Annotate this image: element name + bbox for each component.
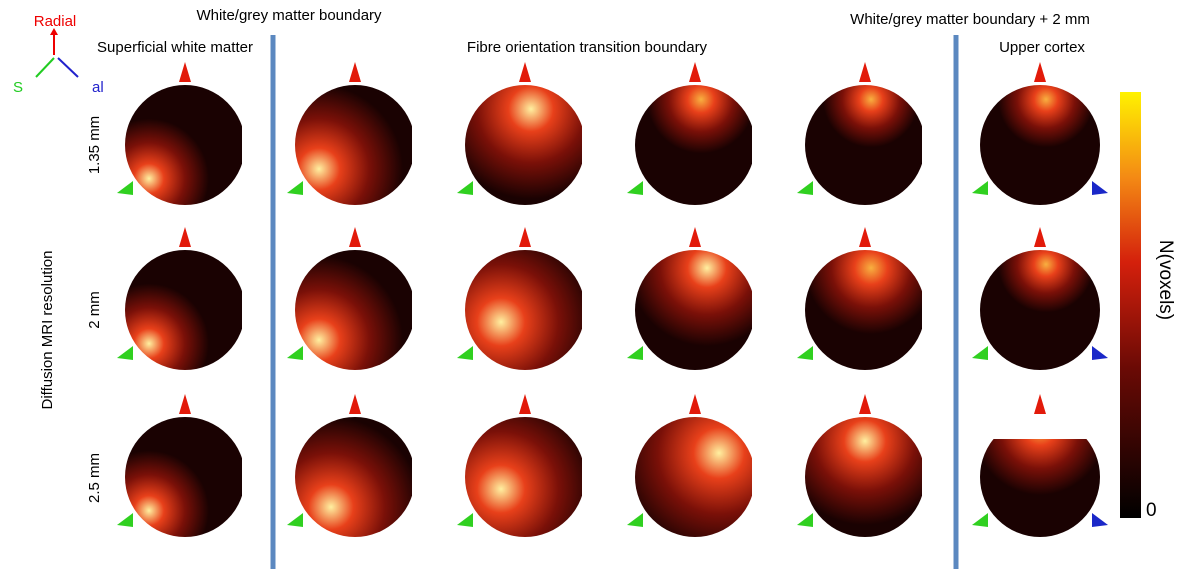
orientation-sphere xyxy=(295,85,415,205)
green-cone xyxy=(287,181,303,195)
green-cone xyxy=(117,346,133,360)
header: White/grey matter boundary xyxy=(196,7,382,24)
orientation-sphere xyxy=(635,417,755,537)
green-cone xyxy=(117,181,133,195)
radial-cone xyxy=(349,62,361,82)
green-cone xyxy=(457,346,473,360)
axis-legend: Radial S al xyxy=(13,13,104,96)
colorbar-title: N(voxels) xyxy=(1155,240,1176,320)
radial-cone xyxy=(349,394,361,414)
radial-cone xyxy=(859,394,871,414)
colorbar-min: 0 xyxy=(1146,500,1157,521)
orientation-sphere xyxy=(125,85,245,205)
orientation-sphere xyxy=(980,250,1100,370)
orientation-sphere xyxy=(980,417,1100,537)
green-cone xyxy=(627,181,643,195)
row-label: 2 mm xyxy=(86,291,103,329)
green-cone xyxy=(797,513,813,527)
radial-cone xyxy=(1034,394,1046,414)
orientation-sphere xyxy=(295,250,415,370)
green-cone xyxy=(287,346,303,360)
radial-cone xyxy=(179,394,191,414)
green-cone xyxy=(457,513,473,527)
green-cone xyxy=(287,513,303,527)
green-cone xyxy=(627,513,643,527)
legend-label: S xyxy=(13,79,23,96)
orientation-sphere xyxy=(465,250,585,370)
row-label: 1.35 mm xyxy=(86,116,103,174)
orientation-sphere xyxy=(465,85,585,205)
radial-cone xyxy=(179,227,191,247)
blue-cone xyxy=(1092,346,1108,360)
row-title: Diffusion MRI resolution xyxy=(39,251,56,410)
green-cone xyxy=(117,513,133,527)
radial-cone xyxy=(349,227,361,247)
orientation-sphere xyxy=(125,250,245,370)
green-cone xyxy=(972,513,988,527)
blue-cone xyxy=(1092,181,1108,195)
orientation-sphere xyxy=(635,85,755,205)
orientation-sphere xyxy=(805,85,925,205)
blue-cone xyxy=(1092,513,1108,527)
radial-cone xyxy=(1034,62,1046,82)
radial-cone xyxy=(519,394,531,414)
green-cone xyxy=(457,181,473,195)
orientation-sphere xyxy=(295,417,415,537)
radial-cone xyxy=(179,62,191,82)
colorbar xyxy=(1120,92,1141,518)
orientation-sphere xyxy=(125,417,245,537)
spheres xyxy=(117,62,1108,537)
radial-cone xyxy=(859,227,871,247)
header: Upper cortex xyxy=(999,39,1085,56)
header: White/grey matter boundary + 2 mm xyxy=(850,11,1090,28)
orientation-sphere xyxy=(465,417,585,537)
row-label: 2.5 mm xyxy=(86,453,103,503)
green-cone xyxy=(797,181,813,195)
orientation-sphere xyxy=(805,417,925,537)
legend-label: Radial xyxy=(34,13,77,30)
radial-cone xyxy=(519,227,531,247)
legend-label: al xyxy=(92,79,104,96)
orientation-sphere xyxy=(980,85,1100,205)
figure: Radial S al White/grey matter boundary S… xyxy=(0,0,1185,569)
orientation-sphere xyxy=(805,250,925,370)
header: Fibre orientation transition boundary xyxy=(467,39,708,56)
radial-cone xyxy=(689,62,701,82)
orientation-sphere xyxy=(635,250,755,370)
green-cone xyxy=(797,346,813,360)
green-cone xyxy=(627,346,643,360)
radial-cone xyxy=(1034,227,1046,247)
radial-cone xyxy=(689,394,701,414)
radial-cone xyxy=(689,227,701,247)
header: Superficial white matter xyxy=(97,39,253,56)
radial-cone xyxy=(859,62,871,82)
radial-cone xyxy=(519,62,531,82)
green-cone xyxy=(972,346,988,360)
green-cone xyxy=(972,181,988,195)
